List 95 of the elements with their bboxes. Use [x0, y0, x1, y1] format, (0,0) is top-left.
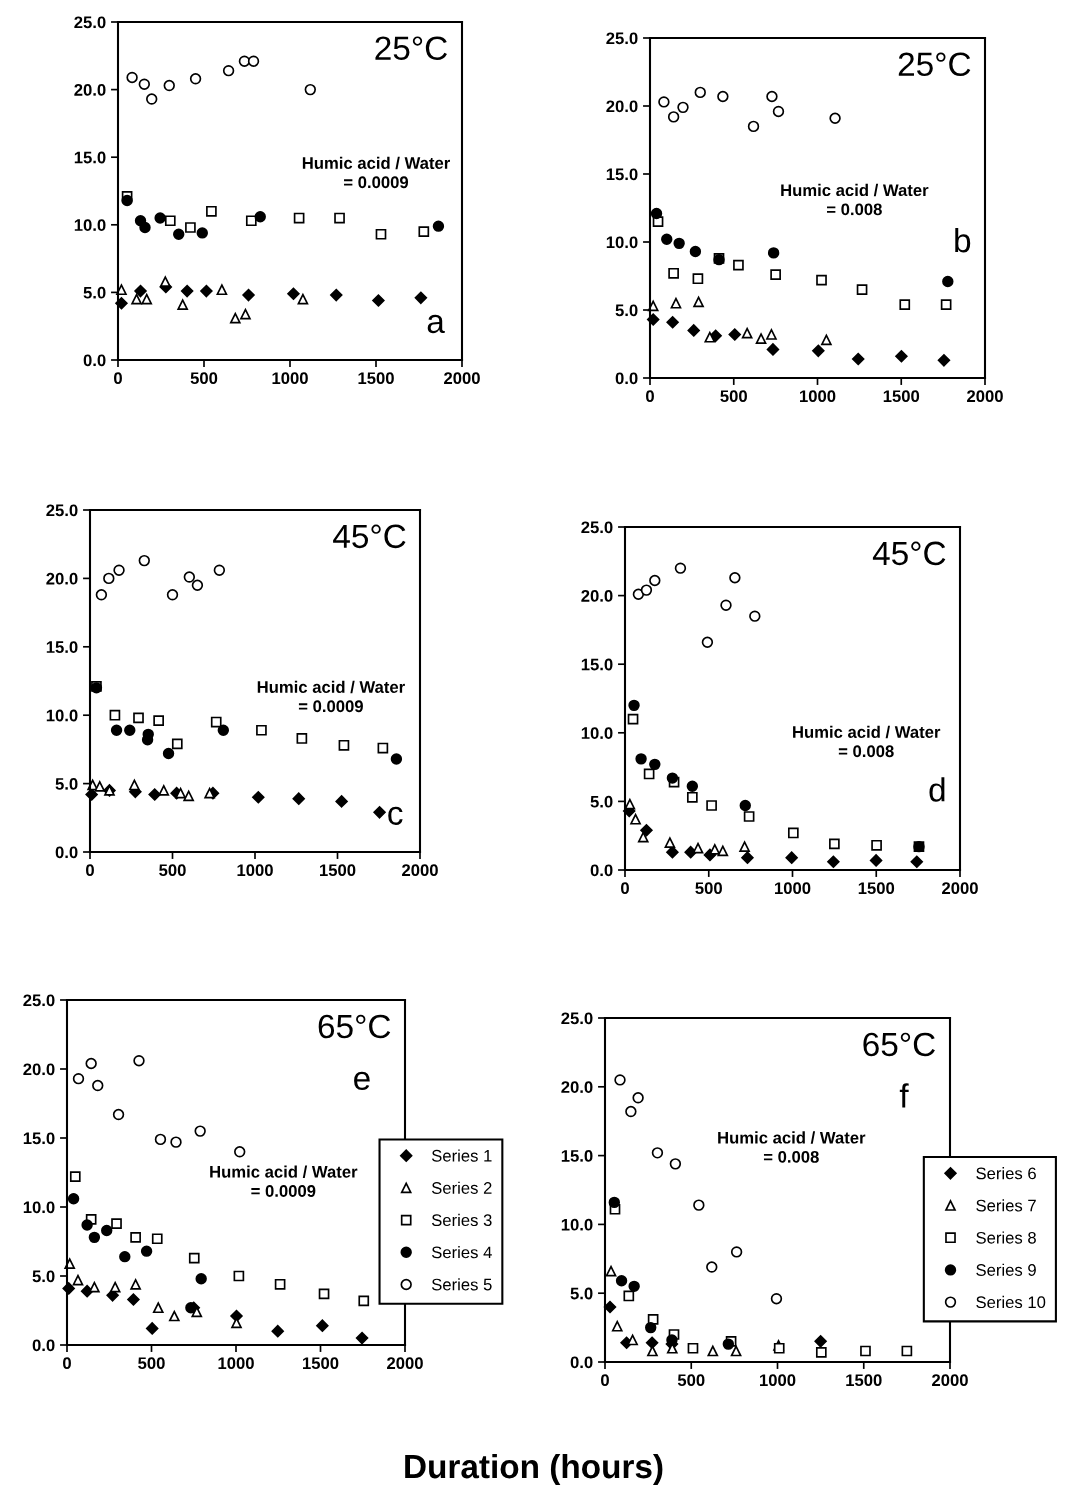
x-tick-label: 2000	[967, 390, 1003, 403]
y-tick-label: 15.0	[606, 168, 638, 181]
y-tick-label: 0.0	[32, 1339, 55, 1352]
x-tick-label: 500	[190, 372, 218, 385]
x-tick-label: 0	[601, 1374, 609, 1387]
legend-label: Series 9	[976, 1263, 1036, 1276]
annotation: 65°C	[863, 1032, 935, 1057]
x-tick-label: 1500	[358, 372, 394, 385]
y-tick-label: 5.0	[83, 286, 106, 299]
y-tick-label: 20.0	[561, 1081, 593, 1093]
y-tick-label: 25.0	[606, 32, 638, 45]
x-tick-label: 0	[86, 864, 94, 877]
annotation: c	[388, 806, 403, 825]
legend-label: Series 10	[976, 1295, 1046, 1309]
annotation: 45°C	[872, 541, 946, 566]
legend-label: Series 6	[976, 1167, 1036, 1180]
annotation: 65°C	[318, 1014, 391, 1039]
y-tick-label: 15.0	[561, 1150, 593, 1162]
y-tick-label: 0.0	[570, 1356, 593, 1369]
y-tick-label: 25.0	[581, 521, 613, 534]
x-tick-label: 1500	[320, 864, 356, 877]
x-tick-label: 2000	[942, 882, 978, 895]
annotation: b	[955, 227, 971, 253]
annotation: Humic acid / Water = 0.0009	[257, 680, 405, 713]
legend-label: Series 5	[431, 1278, 492, 1291]
y-tick-label: 0.0	[83, 354, 106, 367]
y-tick-label: 25.0	[561, 1012, 593, 1025]
y-tick-label: 15.0	[581, 658, 613, 671]
x-tick-label: 500	[695, 882, 722, 895]
y-tick-label: 20.0	[74, 84, 106, 96]
y-tick-label: 20.0	[606, 100, 638, 113]
y-tick-label: 5.0	[615, 304, 638, 317]
legend-label: Series 1	[431, 1149, 492, 1162]
y-tick-label: 0.0	[55, 846, 78, 859]
y-tick-label: 25.0	[74, 16, 106, 29]
annotation: Humic acid / Water = 0.008	[781, 183, 929, 216]
x-tick-label: 1000	[237, 864, 273, 877]
y-tick-label: 10.0	[561, 1218, 593, 1231]
y-tick-label: 20.0	[46, 572, 78, 585]
x-tick-label: 2000	[402, 864, 438, 877]
annotation: Humic acid / Water = 0.0009	[210, 1165, 358, 1197]
x-tick-label: 0	[114, 372, 122, 385]
y-tick-label: 10.0	[74, 219, 106, 231]
legend-label: Series 7	[976, 1199, 1036, 1212]
x-tick-label: 2000	[387, 1357, 423, 1370]
y-tick-label: 10.0	[23, 1201, 55, 1214]
annotation: 25°C	[898, 52, 971, 77]
x-tick-label: 1500	[303, 1357, 339, 1370]
legend-label: Series 4	[431, 1246, 492, 1259]
x-tick-label: 1500	[846, 1374, 882, 1387]
annotation: Humic acid / Water = 0.008	[718, 1131, 866, 1163]
x-tick-label: 0	[621, 882, 629, 895]
y-tick-label: 5.0	[590, 795, 613, 808]
y-tick-label: 0.0	[615, 372, 638, 385]
x-tick-label: 1500	[883, 390, 920, 403]
y-tick-label: 15.0	[74, 151, 106, 164]
x-tick-label: 500	[677, 1374, 705, 1387]
y-tick-label: 15.0	[46, 641, 78, 653]
legend-label: Series 3	[431, 1213, 492, 1227]
x-axis-title: Duration (hours)	[405, 1453, 663, 1485]
y-tick-label: 5.0	[570, 1287, 593, 1300]
x-tick-label: 500	[159, 864, 186, 877]
y-tick-label: 10.0	[606, 236, 638, 249]
x-tick-label: 500	[720, 390, 747, 403]
y-tick-label: 5.0	[55, 778, 78, 790]
y-tick-label: 10.0	[46, 709, 78, 722]
x-tick-label: 1000	[272, 372, 308, 385]
x-tick-label: 2000	[444, 372, 480, 385]
y-tick-label: 20.0	[581, 590, 613, 602]
annotation: e	[354, 1071, 370, 1091]
y-tick-label: 5.0	[32, 1270, 55, 1283]
x-tick-label: 1000	[800, 390, 836, 403]
x-tick-label: 1000	[775, 882, 811, 895]
annotation: f	[899, 1083, 909, 1108]
annotation: 25°C	[375, 36, 447, 60]
y-tick-label: 15.0	[23, 1132, 55, 1145]
y-tick-label: 25.0	[46, 504, 78, 517]
annotation: Humic acid / Water = 0.0009	[302, 156, 450, 189]
x-tick-label: 500	[138, 1357, 165, 1370]
annotation: Humic acid / Water = 0.008	[793, 725, 941, 758]
legend-label: Series 8	[976, 1231, 1036, 1244]
x-tick-label: 2000	[932, 1374, 968, 1387]
x-tick-label: 0	[646, 390, 654, 403]
y-tick-label: 25.0	[23, 994, 55, 1007]
legend-label: Series 2	[431, 1181, 492, 1194]
x-tick-label: 1000	[218, 1357, 254, 1370]
annotation: a	[427, 314, 445, 334]
annotation: 45°C	[333, 524, 406, 549]
x-tick-label: 1500	[858, 882, 895, 895]
x-tick-label: 1000	[760, 1374, 796, 1387]
x-tick-label: 0	[63, 1357, 71, 1370]
y-tick-label: 0.0	[590, 864, 613, 877]
annotation: d	[929, 777, 945, 802]
y-tick-label: 10.0	[581, 727, 613, 739]
y-tick-label: 20.0	[23, 1063, 55, 1076]
